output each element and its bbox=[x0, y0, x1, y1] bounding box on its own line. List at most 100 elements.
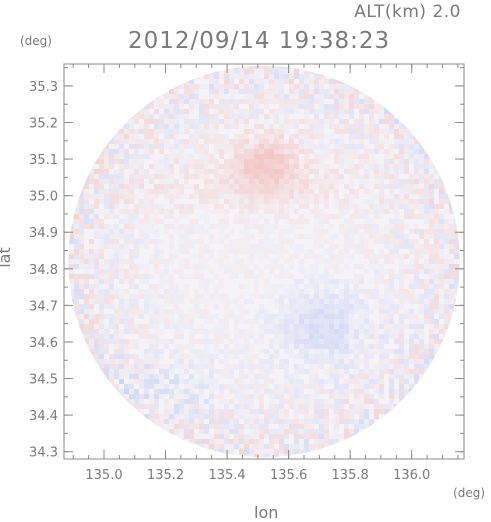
field-cell bbox=[424, 229, 429, 234]
field-cell bbox=[299, 369, 304, 374]
field-cell bbox=[199, 324, 204, 329]
field-cell bbox=[309, 309, 314, 314]
field-cell bbox=[189, 399, 194, 404]
field-cell bbox=[84, 274, 89, 279]
field-cell bbox=[134, 174, 139, 179]
field-cell bbox=[319, 409, 324, 414]
field-cell bbox=[149, 199, 154, 204]
field-cell bbox=[394, 244, 399, 249]
field-cell bbox=[404, 224, 409, 229]
field-cell bbox=[204, 319, 209, 324]
field-cell bbox=[289, 254, 294, 259]
field-cell bbox=[139, 224, 144, 229]
field-cell bbox=[84, 189, 89, 194]
field-cell bbox=[384, 229, 389, 234]
field-cell bbox=[114, 184, 119, 189]
field-cell bbox=[324, 319, 329, 324]
field-cell bbox=[294, 369, 299, 374]
field-cell bbox=[169, 299, 174, 304]
field-cell bbox=[124, 149, 129, 154]
field-cell bbox=[159, 179, 164, 184]
field-cell bbox=[114, 374, 119, 379]
field-cell bbox=[179, 189, 184, 194]
field-cell bbox=[154, 364, 159, 369]
field-cell bbox=[384, 159, 389, 164]
field-cell bbox=[369, 159, 374, 164]
field-cell bbox=[129, 404, 134, 409]
field-cell bbox=[114, 304, 119, 309]
field-cell bbox=[309, 144, 314, 149]
field-cell bbox=[269, 379, 274, 384]
field-cell bbox=[294, 134, 299, 139]
field-cell bbox=[424, 194, 429, 199]
field-cell bbox=[139, 399, 144, 404]
field-cell bbox=[189, 139, 194, 144]
field-cell bbox=[414, 239, 419, 244]
field-cell bbox=[164, 374, 169, 379]
field-cell bbox=[404, 179, 409, 184]
field-cell bbox=[159, 114, 164, 119]
field-cell bbox=[399, 319, 404, 324]
field-cell bbox=[334, 234, 339, 239]
field-cell bbox=[199, 389, 204, 394]
field-cell bbox=[374, 229, 379, 234]
field-cell bbox=[89, 204, 94, 209]
field-cell bbox=[274, 414, 279, 419]
field-cell bbox=[94, 344, 99, 349]
field-cell bbox=[189, 154, 194, 159]
field-cell bbox=[129, 234, 134, 239]
field-cell bbox=[219, 154, 224, 159]
field-cell bbox=[264, 199, 269, 204]
field-cell bbox=[344, 364, 349, 369]
field-cell bbox=[214, 429, 219, 434]
field-cell bbox=[204, 304, 209, 309]
field-cell bbox=[129, 124, 134, 129]
field-cell bbox=[269, 269, 274, 274]
field-cell bbox=[204, 139, 209, 144]
field-cell bbox=[249, 224, 254, 229]
field-cell bbox=[419, 334, 424, 339]
field-cell bbox=[204, 124, 209, 129]
field-cell bbox=[144, 369, 149, 374]
field-cell bbox=[314, 229, 319, 234]
field-cell bbox=[184, 404, 189, 409]
field-cell bbox=[164, 299, 169, 304]
field-cell bbox=[234, 104, 239, 109]
field-cell bbox=[414, 269, 419, 274]
field-cell bbox=[454, 234, 459, 239]
field-cell bbox=[229, 149, 234, 154]
field-cell bbox=[179, 99, 184, 104]
field-cell bbox=[114, 159, 119, 164]
field-cell bbox=[199, 214, 204, 219]
field-cell bbox=[99, 234, 104, 239]
field-cell bbox=[334, 139, 339, 144]
field-cell bbox=[249, 114, 254, 119]
field-cell bbox=[309, 99, 314, 104]
field-cell bbox=[199, 259, 204, 264]
field-cell bbox=[394, 359, 399, 364]
field-cell bbox=[214, 284, 219, 289]
field-cell bbox=[244, 424, 249, 429]
field-cell bbox=[394, 184, 399, 189]
field-cell bbox=[314, 339, 319, 344]
field-cell bbox=[239, 169, 244, 174]
field-cell bbox=[309, 199, 314, 204]
field-cell bbox=[194, 189, 199, 194]
field-cell bbox=[334, 434, 339, 439]
field-cell bbox=[289, 169, 294, 174]
field-cell bbox=[264, 204, 269, 209]
field-cell bbox=[419, 369, 424, 374]
field-cell bbox=[404, 234, 409, 239]
field-cell bbox=[374, 299, 379, 304]
field-cell bbox=[244, 419, 249, 424]
field-cell bbox=[124, 219, 129, 224]
field-cell bbox=[129, 249, 134, 254]
field-cell bbox=[274, 264, 279, 269]
field-cell bbox=[324, 94, 329, 99]
field-cell bbox=[164, 194, 169, 199]
field-cell bbox=[344, 124, 349, 129]
field-cell bbox=[344, 279, 349, 284]
field-cell bbox=[354, 289, 359, 294]
field-cell bbox=[454, 244, 459, 249]
field-cell bbox=[374, 379, 379, 384]
